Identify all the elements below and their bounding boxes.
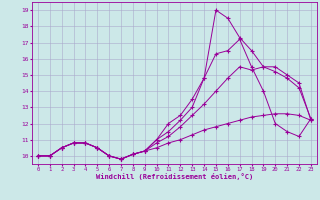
X-axis label: Windchill (Refroidissement éolien,°C): Windchill (Refroidissement éolien,°C) bbox=[96, 173, 253, 180]
